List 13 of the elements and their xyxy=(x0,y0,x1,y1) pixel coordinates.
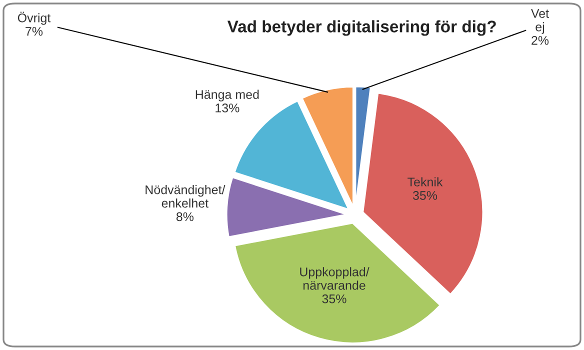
slice-label: Uppkopplad/ närvarande xyxy=(300,267,370,290)
data-label: 2% xyxy=(532,36,549,45)
text: Vad betyder digitalisering för dig? xyxy=(227,20,496,36)
data-label: 13% xyxy=(216,104,240,112)
slice-label: Nödvändighet/ enkelhet xyxy=(146,185,226,208)
data-label: 35% xyxy=(412,191,438,200)
slice-label: Teknik xyxy=(408,177,443,186)
data-label: 7% xyxy=(26,26,43,36)
data-label: 8% xyxy=(176,212,194,222)
slice-label: Hänga med xyxy=(196,90,259,102)
slice-label: Vet ej xyxy=(531,9,549,34)
slice-label: Övrigt xyxy=(18,12,51,25)
data-label: 35% xyxy=(322,294,346,304)
